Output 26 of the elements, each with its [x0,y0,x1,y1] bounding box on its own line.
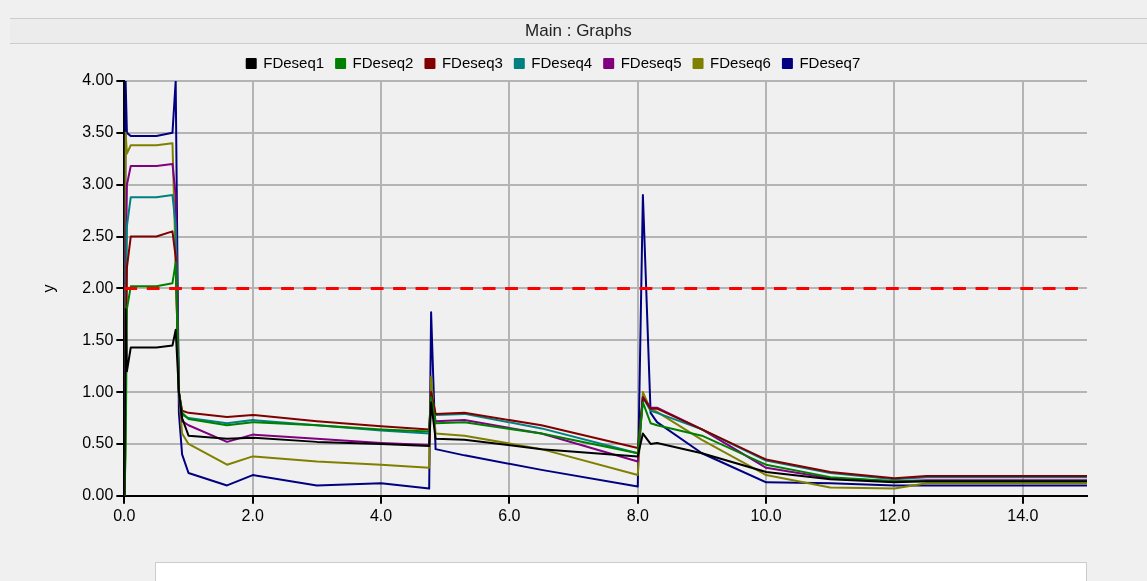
chart-title: Main : Graphs [10,18,1147,44]
y-tick-label: 0.50 [82,434,114,452]
y-tick-label: 2.50 [82,226,114,244]
x-tick-label: 14.0 [1007,506,1039,524]
legend-label: FDeseq5 [620,53,682,71]
legend-label: FDeseq3 [441,53,503,71]
legend-label: FDeseq7 [799,53,861,71]
y-tick-label: 3.50 [82,123,114,141]
y-tick-label: 1.50 [82,330,114,348]
legend-label: FDeseq1 [263,53,325,71]
y-tick-label: 1.00 [82,382,114,400]
x-tick-label: 8.0 [626,506,649,524]
legend-label: FDeseq4 [531,53,593,71]
y-tick-label: 4.00 [82,71,114,89]
y-tick-label: 0.00 [82,486,114,504]
x-tick-label: 4.0 [369,506,393,524]
x-tick-label: 2.0 [241,506,264,524]
y-axis-title: y [40,284,58,293]
x-tick-label: 10.0 [750,506,782,524]
x-tick-label: 0.0 [113,506,136,524]
y-tick-label: 3.00 [82,175,114,193]
x-tick-label: 6.0 [498,506,521,524]
x-tick-label: 12.0 [878,506,911,524]
legend-label: FDeseq6 [710,53,771,71]
legend-label: FDeseq2 [352,53,414,71]
y-tick-label: 2.00 [82,278,114,296]
